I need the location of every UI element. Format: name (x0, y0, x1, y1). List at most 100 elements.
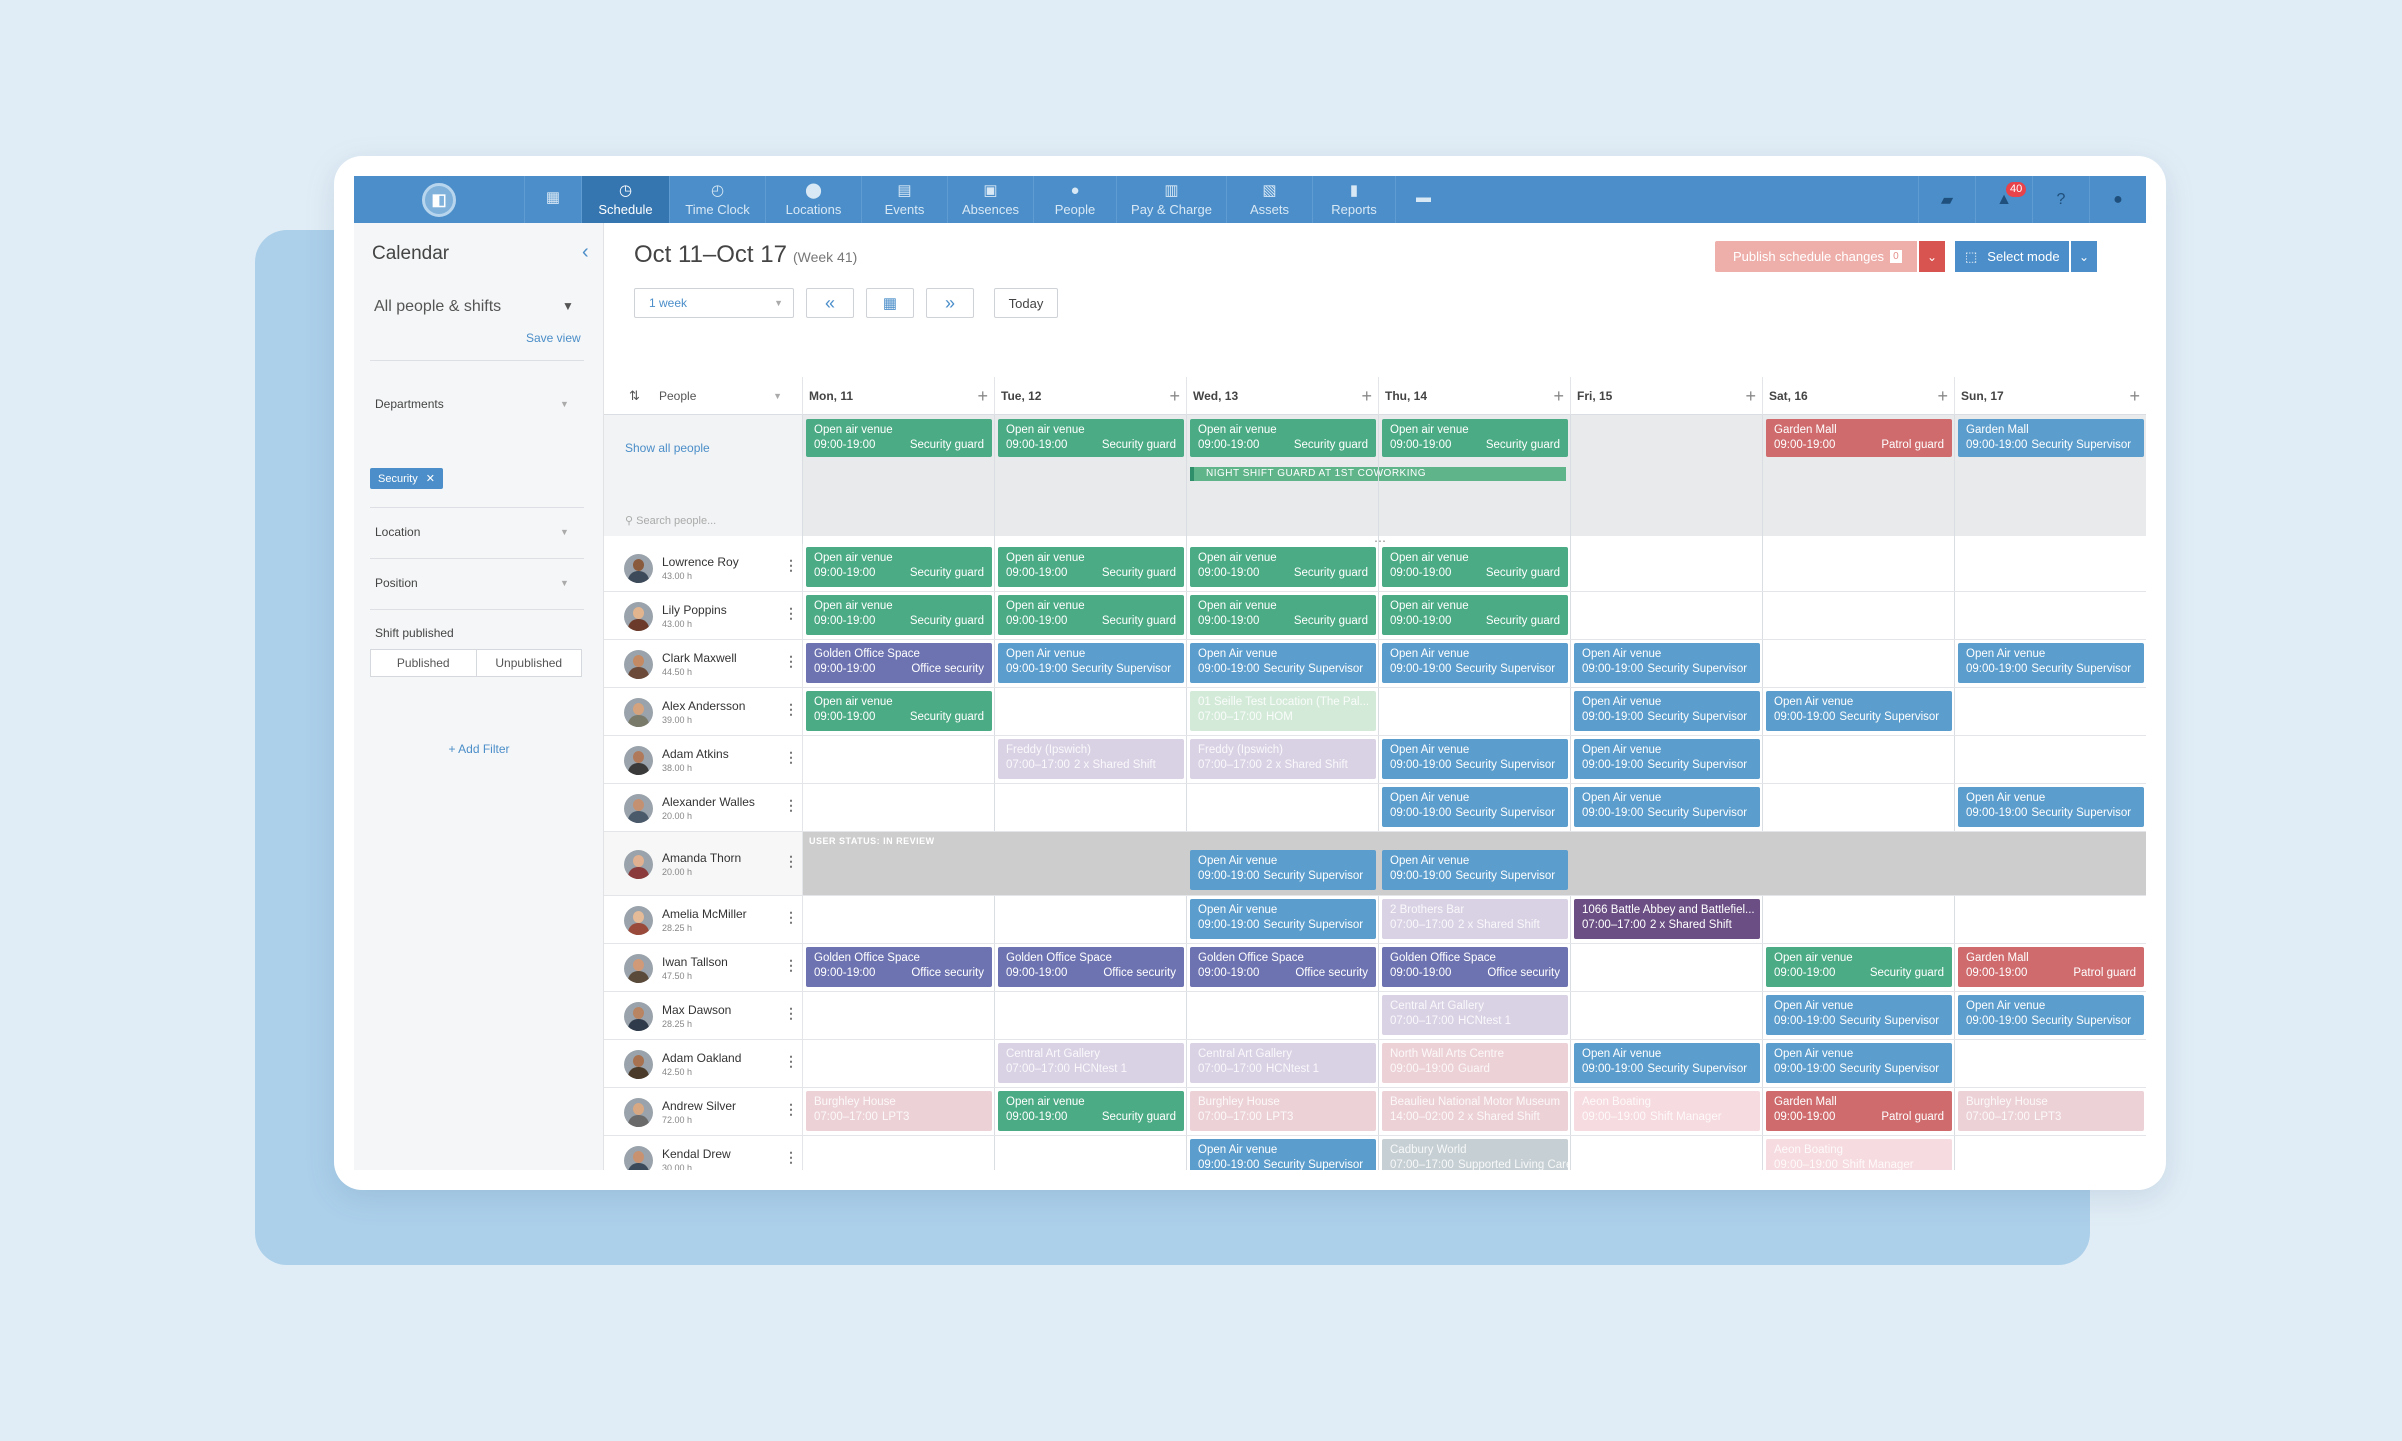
shift-card[interactable]: Open Air venue 09:00-19:00 Security Superv… (1574, 1043, 1760, 1083)
nav-reports[interactable]: ▮ Reports (1312, 176, 1395, 223)
shift-card[interactable]: Open Air venue 09:00-19:00 Security Superv… (1766, 691, 1952, 731)
avatar[interactable] (624, 1145, 653, 1170)
person-name[interactable]: Kendal Drew (662, 1146, 731, 1161)
row-menu-icon[interactable]: ⋮ (784, 604, 798, 621)
shift-card[interactable]: Freddy (Ipswich) 07:00–17:00 2 x Shared Sh… (998, 739, 1184, 779)
departments-filter[interactable]: Departments (375, 397, 444, 411)
shift-card[interactable]: Cadbury World 07:00–17:00 Supported Living… (1382, 1139, 1568, 1170)
select-mode-button[interactable]: ⬚ Select mode (1955, 241, 2069, 272)
shift-card[interactable]: Central Art Gallery 07:00–17:00 HCNtest 1 (998, 1043, 1184, 1083)
add-shift-icon[interactable]: + (1553, 386, 1564, 406)
shift-card[interactable]: Open air venue 09:00-19:00 Security guard (806, 547, 992, 587)
select-mode-dropdown-icon[interactable]: ⌄ (2071, 241, 2097, 272)
avatar[interactable] (624, 1097, 653, 1127)
add-filter-link[interactable]: + Add Filter (448, 742, 510, 756)
shift-card[interactable]: Aeon Boating 09:00–19:00 Shift Manager (1574, 1091, 1760, 1131)
shift-card[interactable]: 2 Brothers Bar 07:00–17:00 2 x Shared Shif… (1382, 899, 1568, 939)
shift-card[interactable]: Open Air venue 09:00-19:00 Security Superv… (1190, 899, 1376, 939)
person-name[interactable]: Amelia McMiller (662, 906, 747, 921)
shift-card[interactable]: Central Art Gallery 07:00–17:00 HCNtest 1 (1382, 995, 1568, 1035)
shift-card[interactable]: Open Air venue 09:00-19:00 Security Superv… (1766, 995, 1952, 1035)
shift-card[interactable]: Open air venue 09:00-19:00 Security guard (806, 419, 992, 457)
shift-card[interactable]: 1066 Battle Abbey and Battlefiel... 07:00… (1574, 899, 1760, 939)
add-shift-icon[interactable]: + (977, 386, 988, 406)
nav-assets[interactable]: ▧ Assets (1226, 176, 1312, 223)
shift-card[interactable]: Open air venue 09:00-19:00 Security guard (806, 595, 992, 635)
shift-card[interactable]: Garden Mall 09:00-19:00 Security Superviso… (1958, 419, 2144, 457)
shift-card[interactable]: Open Air venue 09:00-19:00 Security Superv… (1574, 787, 1760, 827)
nav-paycharge[interactable]: ▥ Pay & Charge (1116, 176, 1226, 223)
shift-card[interactable]: Open Air venue 09:00-19:00 Security Superv… (1382, 739, 1568, 779)
shift-card[interactable]: Open Air venue 09:00-19:00 Security Superv… (1382, 643, 1568, 683)
row-menu-icon[interactable]: ⋮ (784, 1052, 798, 1069)
person-name[interactable]: Alex Andersson (662, 698, 746, 713)
person-name[interactable]: Lily Poppins (662, 602, 727, 617)
departments-caret-icon[interactable]: ▼ (560, 399, 569, 409)
shift-card[interactable]: Golden Office Space 09:00-19:00 Office sec… (1382, 947, 1568, 987)
shift-card[interactable]: Open air venue 09:00-19:00 Security guard (1382, 595, 1568, 635)
add-shift-icon[interactable]: + (1169, 386, 1180, 406)
resize-handle-icon[interactable]: ⋯ (1374, 534, 1386, 548)
nav-schedule[interactable]: ◷ Schedule (581, 176, 669, 223)
row-menu-icon[interactable]: ⋮ (784, 956, 798, 973)
add-shift-icon[interactable]: + (1937, 386, 1948, 406)
shift-card[interactable]: Open Air venue 09:00-19:00 Security Superv… (1958, 995, 2144, 1035)
publish-dropdown-icon[interactable]: ⌄ (1919, 241, 1945, 272)
person-name[interactable]: Max Dawson (662, 1002, 732, 1017)
shift-card[interactable]: Burghley House 07:00–17:00 LPT3 (806, 1091, 992, 1131)
shift-card[interactable]: Golden Office Space 09:00-19:00 Office sec… (806, 643, 992, 683)
shift-card[interactable]: Central Art Gallery 07:00–17:00 HCNtest 1 (1190, 1043, 1376, 1083)
shift-card[interactable]: Garden Mall 09:00-19:00 Patrol guard (1766, 1091, 1952, 1131)
shift-card[interactable]: 01 Seille Test Location (The Pal... 07:00… (1190, 691, 1376, 731)
period-select[interactable]: 1 week ▼ (634, 288, 794, 318)
person-name[interactable]: Amanda Thorn (662, 850, 742, 865)
publish-schedule-button[interactable]: Publish schedule changes 0 (1715, 241, 1917, 272)
shift-card[interactable]: Open Air venue 09:00-19:00 Security Superv… (1766, 1043, 1952, 1083)
person-name[interactable]: Lowrence Roy (662, 554, 739, 569)
avatar[interactable] (624, 649, 653, 679)
show-all-people-link[interactable]: Show all people (625, 441, 710, 455)
shift-card[interactable]: Garden Mall 09:00-19:00 Patrol guard (1958, 947, 2144, 987)
row-menu-icon[interactable]: ⋮ (784, 908, 798, 925)
position-caret-icon[interactable]: ▼ (560, 578, 569, 588)
prev-week-icon[interactable]: « (806, 288, 854, 318)
shift-card[interactable]: Open Air venue 09:00-19:00 Security Superv… (1190, 1139, 1376, 1170)
add-shift-icon[interactable]: + (1745, 386, 1756, 406)
avatar[interactable] (624, 793, 653, 823)
row-menu-icon[interactable]: ⋮ (784, 796, 798, 813)
view-select-caret-icon[interactable]: ▼ (562, 299, 574, 313)
add-shift-icon[interactable]: + (1361, 386, 1372, 406)
shift-card[interactable]: Open Air venue 09:00-19:00 Security Superv… (1574, 739, 1760, 779)
search-people-input[interactable]: ⚲ Search people... (625, 514, 716, 527)
user-icon[interactable]: ● (2089, 176, 2146, 223)
avatar[interactable] (624, 953, 653, 983)
chat-icon[interactable]: ▰ (1918, 176, 1975, 223)
add-shift-icon[interactable]: + (2129, 386, 2140, 406)
avatar[interactable] (624, 601, 653, 631)
row-menu-icon[interactable]: ⋮ (784, 852, 798, 869)
shift-card[interactable]: Golden Office Space 09:00-19:00 Office sec… (806, 947, 992, 987)
sort-icon[interactable]: ⇅ (629, 387, 640, 403)
person-name[interactable]: Adam Oakland (662, 1050, 742, 1065)
row-menu-icon[interactable]: ⋮ (784, 748, 798, 765)
today-button[interactable]: Today (994, 288, 1058, 318)
row-menu-icon[interactable]: ⋮ (784, 700, 798, 717)
unpublished-option[interactable]: Unpublished (475, 650, 582, 676)
avatar[interactable] (624, 849, 653, 879)
shift-card[interactable]: Open air venue 09:00-19:00 Security guard (1766, 947, 1952, 987)
person-name[interactable]: Alexander Walles (662, 794, 755, 809)
app-logo[interactable]: ◧ (354, 176, 524, 223)
shift-card[interactable]: Open Air venue 09:00-19:00 Security Superv… (1190, 643, 1376, 683)
shift-card[interactable]: Open Air venue 09:00-19:00 Security Superv… (1382, 787, 1568, 827)
nav-people[interactable]: ● People (1033, 176, 1116, 223)
nav-files[interactable]: ▬ (1395, 176, 1451, 223)
bell-icon[interactable]: ▲ 40 (1975, 176, 2032, 223)
shift-card[interactable]: Open Air venue 09:00-19:00 Security Superv… (998, 643, 1184, 683)
nav-events[interactable]: ▤ Events (861, 176, 947, 223)
calendar-icon[interactable]: ▦ (866, 288, 914, 318)
person-name[interactable]: Iwan Tallson (662, 954, 728, 969)
avatar[interactable] (624, 905, 653, 935)
avatar[interactable] (624, 1001, 653, 1031)
location-filter[interactable]: Location (375, 525, 421, 539)
row-menu-icon[interactable]: ⋮ (784, 1148, 798, 1165)
